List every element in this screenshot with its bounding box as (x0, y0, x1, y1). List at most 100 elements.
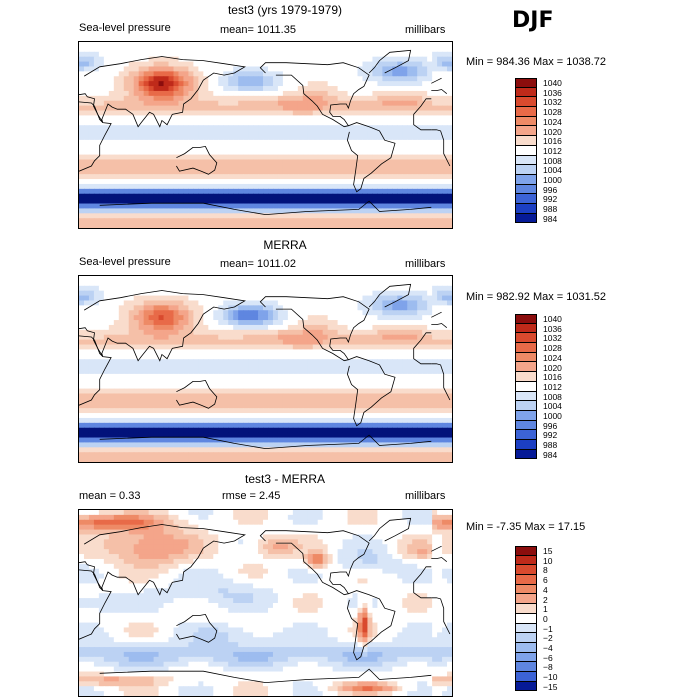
field-cell (138, 364, 145, 370)
field-cell (248, 359, 254, 365)
field-cell (158, 364, 165, 370)
field-cell (193, 81, 199, 87)
field-cell (218, 280, 224, 287)
field-cell (427, 276, 433, 282)
field-cell (228, 120, 234, 126)
field-cell (367, 324, 374, 331)
field-cell (372, 280, 378, 287)
field-cell (417, 179, 423, 185)
field-cell (148, 42, 155, 48)
field-cell (337, 139, 344, 146)
field-cell (128, 76, 135, 82)
field-cell (377, 369, 383, 375)
coastline (99, 200, 432, 216)
field-cell (133, 66, 140, 72)
field-cell (218, 198, 224, 205)
field-cell (352, 310, 359, 316)
field-cell (79, 105, 85, 112)
field-cell (352, 51, 359, 58)
field-cell (98, 198, 105, 205)
field-cell (342, 198, 349, 205)
field-cell (183, 125, 190, 131)
field-cell (238, 193, 244, 200)
field-cell (188, 339, 194, 346)
field-cell (218, 276, 224, 282)
field-cell (327, 51, 334, 58)
field-cell (108, 66, 115, 72)
field-cell (238, 46, 244, 53)
field-cell (208, 315, 214, 321)
field-cell (148, 120, 155, 126)
field-cell (163, 213, 170, 219)
field-cell (93, 120, 100, 126)
field-cell (347, 393, 354, 399)
field-cell (113, 373, 120, 380)
field-cell (153, 359, 160, 365)
field-cell (123, 305, 130, 311)
field-cell (233, 139, 239, 146)
field-cell (297, 408, 304, 414)
field-cell (173, 329, 180, 336)
field-cell (372, 159, 378, 165)
field-cell (203, 359, 209, 365)
field-cell (367, 315, 374, 321)
field-cell (158, 174, 165, 180)
field-cell (113, 208, 120, 214)
field-cell (387, 398, 393, 404)
field-cell (248, 61, 254, 68)
field-cell (263, 218, 269, 224)
field-cell (138, 130, 145, 136)
field-cell (312, 130, 319, 136)
field-cell (407, 334, 413, 341)
field-cell (367, 329, 374, 336)
field-cell (387, 42, 393, 48)
field-cell (342, 125, 349, 131)
field-cell (322, 115, 329, 121)
field-cell (113, 90, 120, 97)
field-cell (367, 334, 374, 341)
field-cell (248, 334, 254, 341)
field-cell (417, 115, 423, 121)
field-cell (427, 144, 433, 151)
field-cell (148, 354, 155, 360)
field-cell (422, 154, 428, 161)
field-cell (138, 378, 145, 385)
field-cell (377, 169, 383, 175)
field-cell (108, 393, 115, 399)
field-cell (357, 334, 364, 341)
field-cell (79, 154, 85, 161)
field-cell (178, 329, 185, 336)
field-cell (178, 310, 185, 316)
field-cell (327, 369, 334, 375)
field-cell (158, 90, 165, 97)
field-cell (248, 213, 254, 219)
field-cell (113, 193, 120, 200)
field-cell (307, 218, 314, 224)
field-cell (307, 174, 314, 180)
field-cell (302, 354, 309, 360)
field-cell (327, 46, 334, 53)
field-cell (377, 76, 383, 82)
field-cell (337, 183, 344, 190)
field-cell (397, 373, 403, 380)
field-cell (143, 373, 150, 380)
field-cell (238, 154, 244, 161)
field-cell (357, 378, 364, 385)
field-cell (218, 213, 224, 219)
field-cell (382, 125, 388, 131)
field-cell (362, 305, 369, 311)
field-cell (332, 349, 339, 355)
field-cell (148, 159, 155, 165)
field-cell (213, 76, 219, 82)
field-cell (357, 295, 364, 302)
field-cell (103, 223, 110, 228)
field-cell (243, 183, 249, 190)
field-cell (287, 110, 294, 117)
field-cell (203, 105, 209, 112)
field-cell (103, 159, 110, 165)
field-cell (128, 324, 135, 331)
field-cell (143, 66, 150, 72)
field-cell (123, 213, 130, 219)
field-cell (427, 203, 433, 210)
field-cell (93, 310, 100, 316)
